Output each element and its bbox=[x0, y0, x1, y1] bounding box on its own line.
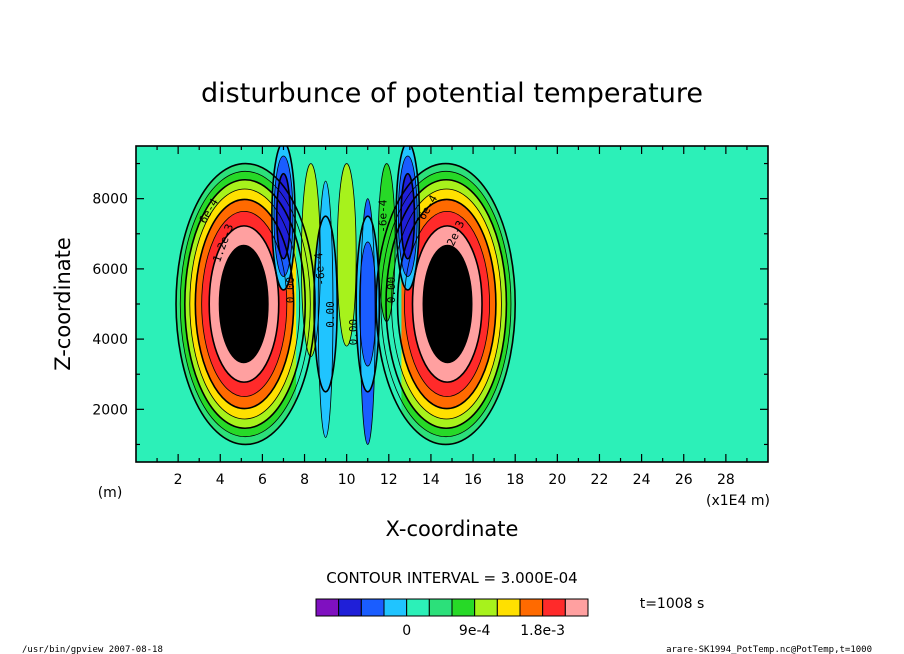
band-column-fill bbox=[378, 163, 396, 322]
cold-contour-line bbox=[359, 241, 377, 367]
contour-label: 0.00 bbox=[284, 277, 297, 304]
footer-right: arare-SK1994_PotTemp.nc@PotTemp,t=1000 bbox=[666, 645, 872, 654]
colorbar-swatch bbox=[428, 598, 453, 617]
x-tick-labels: 2 4 6 8 10 12 14 16 18 20 22 24 26 28 bbox=[156, 146, 748, 488]
x-tick-label: 6 bbox=[258, 472, 267, 488]
contour-fills bbox=[176, 146, 516, 445]
y-tick-label: 6000 bbox=[92, 262, 128, 278]
colorbar-label: 0 bbox=[402, 623, 411, 639]
band-column-line bbox=[377, 163, 396, 322]
cold-contour-fill bbox=[314, 216, 338, 392]
x-tick-label: 12 bbox=[380, 472, 398, 488]
warm-contour-fill bbox=[422, 245, 473, 363]
cold-contour-fill bbox=[359, 241, 376, 367]
x-tick-label: 26 bbox=[675, 472, 693, 488]
band-column-line bbox=[359, 198, 376, 445]
warm-contour-line bbox=[218, 244, 269, 364]
contour-label: 0.00 bbox=[324, 301, 337, 328]
cold-contour-fill bbox=[276, 173, 291, 259]
contour-label: 0.00 bbox=[385, 277, 398, 304]
colorbar-swatch bbox=[338, 598, 362, 617]
warm-contour-line bbox=[422, 244, 473, 364]
x-tick-label: 14 bbox=[422, 472, 440, 488]
cold-contour-line bbox=[313, 215, 338, 393]
band-column-line bbox=[317, 180, 334, 438]
colorbar-swatch bbox=[360, 598, 385, 617]
band-column-line bbox=[300, 163, 321, 358]
y-tick-labels: 2000 4000 6000 8000 bbox=[92, 162, 768, 446]
warm-contour-line bbox=[404, 211, 490, 397]
chart-title: disturbunce of potential temperature bbox=[201, 78, 703, 109]
warm-contour-line bbox=[385, 178, 508, 430]
cold-contour-line bbox=[400, 172, 416, 260]
colorbar: 0 9e-4 1.8e-3 bbox=[315, 598, 589, 639]
warm-contour-line bbox=[179, 170, 311, 438]
warm-contour-line bbox=[184, 178, 307, 430]
y-axis-label: Z-coordinate bbox=[51, 237, 75, 371]
cold-contour-line bbox=[397, 155, 418, 277]
x-tick-label: 20 bbox=[548, 472, 566, 488]
contour-label: 0.00 bbox=[347, 319, 360, 346]
cold-contour-line bbox=[271, 146, 296, 291]
footer-left: /usr/bin/gpview 2007-08-18 bbox=[22, 645, 163, 654]
warm-contour-line bbox=[201, 211, 288, 397]
x-tick-label: 2 bbox=[174, 472, 183, 488]
warm-contour-line bbox=[391, 188, 502, 420]
colorbar-swatch bbox=[496, 598, 521, 617]
colorbar-swatch bbox=[451, 598, 476, 617]
colorbar-swatch bbox=[315, 598, 340, 617]
contour-label: -6e-4 bbox=[312, 252, 328, 286]
x-tick-label: 8 bbox=[300, 472, 309, 488]
x-tick-label: 22 bbox=[591, 472, 609, 488]
colorbar-swatch bbox=[542, 598, 566, 617]
warm-contour-line bbox=[175, 162, 316, 446]
cold-contour-line bbox=[395, 146, 421, 291]
band-column-fill bbox=[337, 163, 357, 347]
x-tick-label: 28 bbox=[717, 472, 735, 488]
colorbar-swatch bbox=[406, 598, 430, 617]
x-unit-label: (m) bbox=[98, 485, 123, 501]
x-tick-label: 16 bbox=[464, 472, 482, 488]
x-tick-label: 10 bbox=[338, 472, 356, 488]
y-tick-label: 8000 bbox=[92, 192, 128, 208]
contour-label: -6e-4 bbox=[377, 199, 390, 232]
y-tick-label: 4000 bbox=[92, 332, 128, 348]
x-tick-label: 24 bbox=[633, 472, 651, 488]
colorbar-label: 9e-4 bbox=[459, 623, 491, 639]
plot-area: 6e-41.2e-31.8e-30.00-6e-40.000.000.006e-… bbox=[135, 145, 769, 463]
x-tick-label: 18 bbox=[506, 472, 524, 488]
warm-contour-line bbox=[194, 198, 295, 410]
warm-contour-line bbox=[208, 225, 280, 383]
warm-contour-line bbox=[380, 170, 512, 438]
x-axis-label: X-coordinate bbox=[386, 517, 519, 541]
colorbar-label: 1.8e-3 bbox=[520, 623, 565, 639]
colorbar-swatch bbox=[383, 598, 408, 617]
warm-contour-line bbox=[189, 188, 301, 420]
band-column-line bbox=[336, 163, 357, 347]
cold-contour-line bbox=[355, 215, 381, 393]
x-tick-label: 4 bbox=[216, 472, 225, 488]
cold-contour-line bbox=[273, 155, 294, 277]
warm-contour-fill bbox=[219, 245, 269, 363]
contour-interval-text: CONTOUR INTERVAL = 3.000E-04 bbox=[326, 569, 577, 587]
cold-contour-fill bbox=[401, 173, 415, 259]
cold-contour-line bbox=[275, 172, 291, 260]
contour-lines: 6e-41.2e-31.8e-30.00-6e-40.000.000.006e-… bbox=[175, 146, 516, 446]
y-tick-label: 2000 bbox=[92, 402, 128, 418]
colorbar-swatch bbox=[564, 598, 589, 617]
colorbar-swatch bbox=[474, 598, 498, 617]
colorbar-swatch bbox=[519, 598, 544, 617]
time-text: t=1008 s bbox=[640, 596, 705, 612]
x-scale-label: (x1E4 m) bbox=[706, 493, 770, 509]
warm-contour-line bbox=[411, 225, 483, 383]
warm-contour-line bbox=[396, 198, 497, 410]
